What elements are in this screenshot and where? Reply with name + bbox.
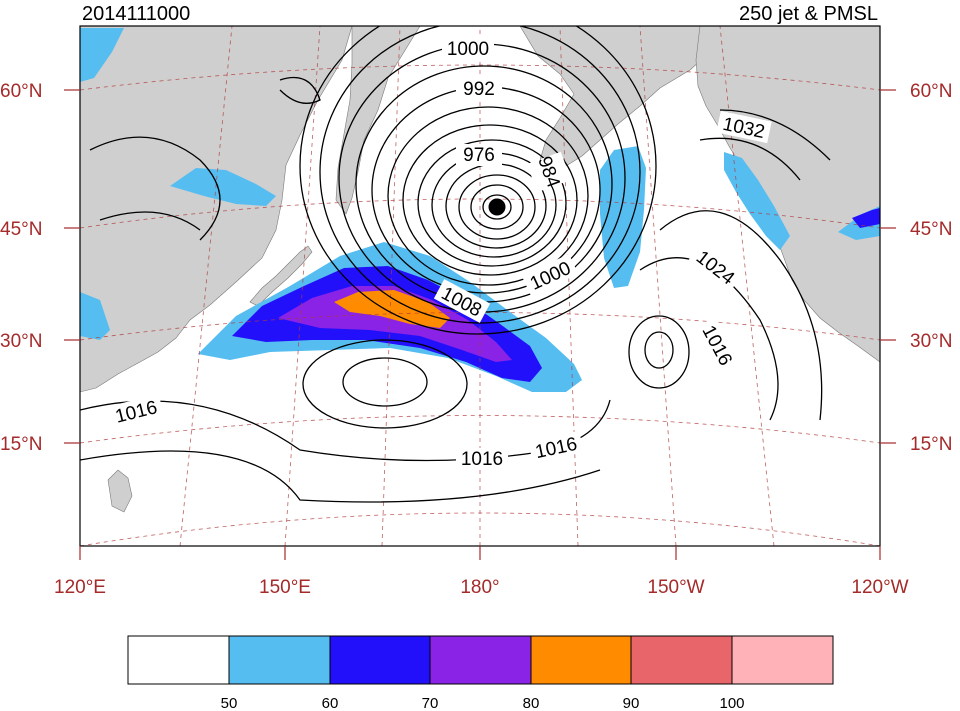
lon-label-180: 180° (460, 577, 499, 598)
date-time-title: 2014111000 (82, 3, 190, 25)
colorbar-label-70: 70 (422, 695, 439, 711)
colorbar-label-90: 90 (623, 695, 640, 711)
lat-label-15n-right: 15°N (910, 434, 952, 455)
lon-label-150w: 150°W (647, 577, 704, 598)
isobar-label-1000-north: 1000 (447, 39, 489, 60)
lat-label-60n-left: 60°N (0, 81, 42, 102)
colorbar-label-80: 80 (523, 695, 540, 711)
lat-label-15n-left: 15°N (0, 434, 42, 455)
colorbar: 50 60 70 80 90 100 (127, 635, 834, 711)
jet-80-ms-core (334, 290, 450, 328)
colorbar-box-above-100 (731, 635, 834, 685)
isobar-label-1016-south: 1016 (461, 449, 503, 470)
lat-label-60n-right: 60°N (910, 81, 952, 102)
lon-label-120e: 120°E (54, 577, 106, 598)
jet-50-ms-west (80, 292, 110, 340)
jet-50-ms-north-america (724, 152, 790, 250)
colorbar-label-60: 60 (322, 695, 339, 711)
jet-70-ms-band (278, 286, 512, 362)
colorbar-box-below-50 (127, 635, 230, 685)
pacific-islands (107, 469, 133, 513)
jet-50-ms-asia (170, 168, 276, 206)
colorbar-label-100: 100 (719, 695, 744, 711)
colorbar-box-70-80 (429, 635, 532, 685)
map-area: 1000 992 976 984 1000 1008 1024 1032 101… (80, 26, 880, 546)
lat-label-45n-right: 45°N (910, 219, 952, 240)
lon-label-150e: 150°E (259, 577, 311, 598)
colorbar-box-80-90 (530, 635, 632, 685)
lat-label-30n-right: 30°N (910, 331, 952, 352)
colorbar-box-50-60 (228, 635, 331, 685)
land-masses (80, 26, 880, 513)
isobar-label-992: 992 (463, 79, 495, 100)
lat-label-30n-left: 30°N (0, 331, 42, 352)
colorbar-label-50: 50 (221, 695, 238, 711)
isobar-label-976: 976 (463, 145, 495, 166)
map-title: 250 jet & PMSL (739, 3, 878, 25)
asia-landmass (80, 26, 353, 393)
low-pressure-center-marker (488, 198, 506, 216)
japan-islands (249, 245, 313, 307)
alaska-landmass (519, 26, 731, 171)
axis-ticks (64, 89, 896, 560)
jet-60-ms-east (852, 208, 880, 228)
lat-label-45n-left: 45°N (0, 219, 42, 240)
colorbar-box-60-70 (329, 635, 431, 685)
jet-50-ms-northwest (80, 28, 124, 82)
lon-label-120w: 120°W (851, 577, 908, 598)
colorbar-box-90-100 (630, 635, 733, 685)
